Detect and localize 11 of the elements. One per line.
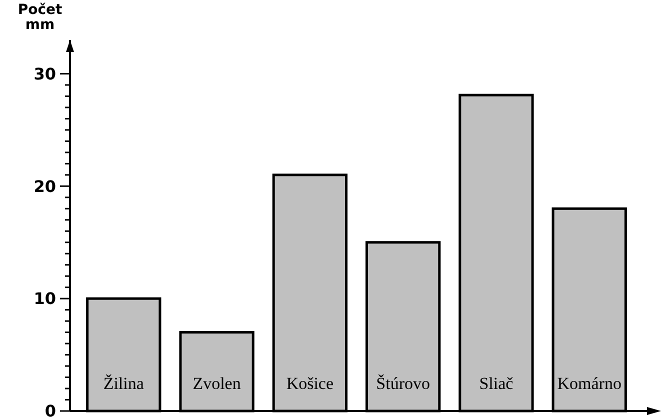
y-tick-label: 30 [34,64,56,84]
y-tick-label: 10 [34,289,56,308]
x-tick-label: Sliač [479,374,514,393]
y-tick-label: 20 [34,176,56,196]
x-tick-label: Štúrovo [376,374,430,393]
x-tick-label: Žilina [103,374,144,393]
x-tick-label: Zvolen [192,374,242,393]
y-tick-label: 0 [44,402,56,419]
y-axis-title: Počet mm [18,2,62,33]
x-tick-label: Košice [286,374,334,393]
x-tick-label: Komárno [557,374,622,393]
